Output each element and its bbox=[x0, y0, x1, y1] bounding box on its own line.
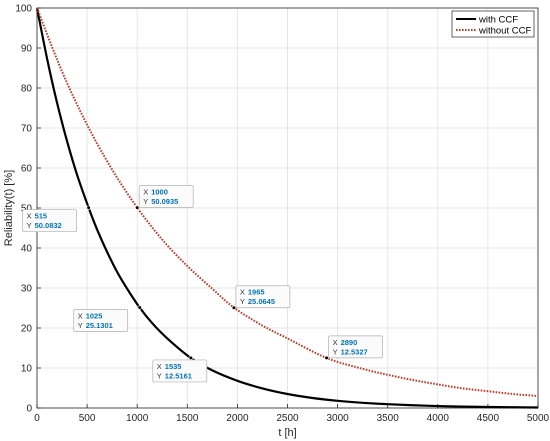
y-tick-label: 40 bbox=[21, 244, 33, 255]
x-tick-label: 5000 bbox=[527, 413, 550, 424]
x-tick-label: 0 bbox=[34, 413, 40, 424]
datatip-y-key: Y bbox=[333, 347, 338, 356]
datatip-marker[interactable] bbox=[324, 355, 329, 360]
y-tick-label: 80 bbox=[21, 84, 33, 95]
datatip-x-value: 2890 bbox=[341, 338, 358, 347]
legend-label-with-ccf: with CCF bbox=[478, 14, 518, 25]
datatip-x-value: 1000 bbox=[151, 188, 168, 197]
datatip-marker[interactable] bbox=[188, 355, 193, 361]
x-tick-label: 4000 bbox=[427, 413, 450, 424]
x-tick-label: 3500 bbox=[377, 413, 400, 424]
x-tick-label: 1000 bbox=[126, 413, 149, 424]
y-axis-label: Reliability(t) [%] bbox=[3, 170, 15, 246]
x-tick-label: 500 bbox=[79, 413, 96, 424]
datatip-y-key: Y bbox=[78, 321, 83, 330]
y-tick-label: 90 bbox=[21, 44, 33, 55]
datatip-x-key: X bbox=[27, 212, 32, 221]
datatip-marker[interactable] bbox=[137, 305, 142, 310]
datatip-y-value: 50.0935 bbox=[151, 197, 178, 206]
x-tick-label: 2000 bbox=[226, 413, 249, 424]
datatip-y-value: 50.0832 bbox=[35, 221, 62, 230]
datatip-box bbox=[73, 309, 129, 332]
datatip-x-key: X bbox=[78, 311, 83, 320]
datatip-marker[interactable] bbox=[86, 205, 91, 210]
y-tick-label: 60 bbox=[21, 164, 33, 175]
x-tick-label: 4500 bbox=[477, 413, 500, 424]
y-tick-label: 30 bbox=[21, 284, 33, 295]
datatip-y-value: 12.5161 bbox=[165, 371, 192, 380]
x-tick-label: 1500 bbox=[176, 413, 199, 424]
datatip-box bbox=[152, 359, 208, 383]
legend-label-without-ccf: without CCF bbox=[478, 25, 531, 36]
datatip-y-key: Y bbox=[157, 371, 162, 380]
datatip-marker[interactable] bbox=[231, 305, 236, 310]
y-tick-label: 0 bbox=[26, 404, 32, 415]
datatip-y-value: 25.0645 bbox=[248, 297, 275, 306]
y-tick-label: 10 bbox=[21, 364, 33, 375]
datatip-x-key: X bbox=[143, 188, 148, 197]
datatip-box bbox=[235, 285, 291, 309]
datatip-x-value: 1965 bbox=[248, 288, 265, 297]
datatip-x-value: 1535 bbox=[165, 362, 182, 371]
y-tick-label: 100 bbox=[15, 4, 32, 15]
datatip-x-key: X bbox=[240, 288, 245, 297]
datatip-x-value: 515 bbox=[35, 212, 48, 221]
datatip-x-key: X bbox=[157, 362, 162, 371]
y-tick-label: 70 bbox=[21, 124, 33, 135]
series-line-without-ccf bbox=[36, 7, 539, 397]
datatip-y-key: Y bbox=[240, 297, 245, 306]
datatip-y-key: Y bbox=[27, 221, 32, 230]
y-tick-label: 20 bbox=[21, 324, 33, 335]
datatip-y-key: Y bbox=[143, 197, 148, 206]
legend bbox=[451, 10, 535, 38]
datatip-x-value: 1025 bbox=[86, 311, 103, 320]
datatip-y-value: 25.1301 bbox=[86, 321, 113, 330]
x-axis-label: t [h] bbox=[278, 427, 296, 439]
datatip-x-key: X bbox=[333, 338, 338, 347]
y-tick-label: 50 bbox=[21, 204, 33, 215]
x-tick-label: 2500 bbox=[276, 413, 299, 424]
datatip-box bbox=[138, 185, 194, 208]
x-tick-label: 3000 bbox=[326, 413, 349, 424]
datatip-y-value: 12.5327 bbox=[341, 347, 368, 356]
datatip-marker[interactable] bbox=[135, 205, 140, 210]
datatip-box bbox=[22, 209, 77, 233]
datatip-box bbox=[328, 335, 383, 359]
